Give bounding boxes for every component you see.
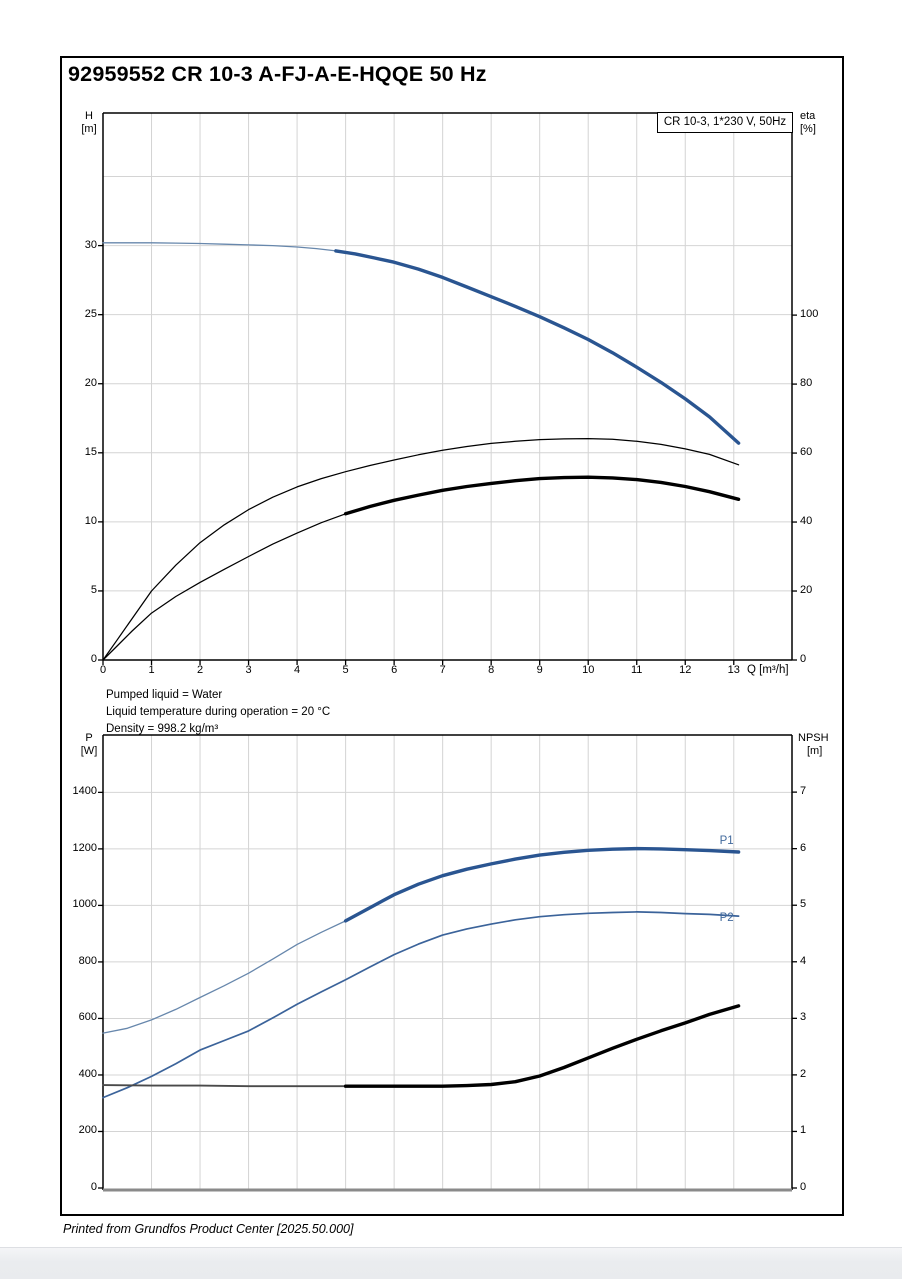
document-border [60, 56, 844, 1216]
h-axis-symbol: H [85, 110, 93, 122]
series-P2 [102, 911, 740, 1099]
footer-text: Printed from Grundfos Product Center [20… [63, 1222, 354, 1236]
q-axis-label: Q [m³/h] [747, 664, 789, 676]
left-axis-unit-bottom-chart: P [W] [75, 732, 103, 757]
right-axis-unit-bottom-chart: NPSH [m] [798, 732, 842, 757]
series-P1-thin [102, 920, 347, 1034]
series-head-curve [334, 249, 741, 445]
page-bottom-strip [0, 1247, 902, 1279]
p-axis-symbol: P [85, 732, 93, 744]
pumped-liquid-info: Pumped liquid = Water Liquid temperature… [106, 687, 330, 739]
series-NPSH-thin [102, 1084, 347, 1088]
series-eta-pump-motor [343, 475, 741, 516]
info-line-temperature: Liquid temperature during operation = 20… [106, 706, 331, 719]
p-axis-unit: [W] [80, 744, 98, 757]
eta-axis-unit: [%] [800, 122, 816, 135]
series-NPSH [343, 1004, 741, 1088]
h-axis-unit: [m] [81, 122, 97, 135]
series-head-curve-thin [102, 242, 337, 252]
npsh-axis-unit: [m] [807, 744, 823, 757]
right-axis-unit-top-chart: eta [%] [800, 110, 840, 135]
eta-axis-symbol: eta [800, 110, 816, 122]
series-eta-pump-motor-thin [102, 513, 347, 661]
legend-box: CR 10-3, 1*230 V, 50Hz [657, 112, 793, 133]
page-title: 92959552 CR 10-3 A-FJ-A-E-HQQE 50 Hz [68, 62, 487, 86]
info-line-density: Density = 998.2 kg/m³ [106, 723, 219, 736]
series-eta-pump [102, 437, 740, 661]
left-axis-unit-top-chart: H [m] [75, 110, 103, 135]
info-line-pumped-liquid: Pumped liquid = Water [106, 689, 223, 701]
series-P1 [343, 846, 741, 923]
npsh-axis-symbol: NPSH [798, 732, 829, 744]
